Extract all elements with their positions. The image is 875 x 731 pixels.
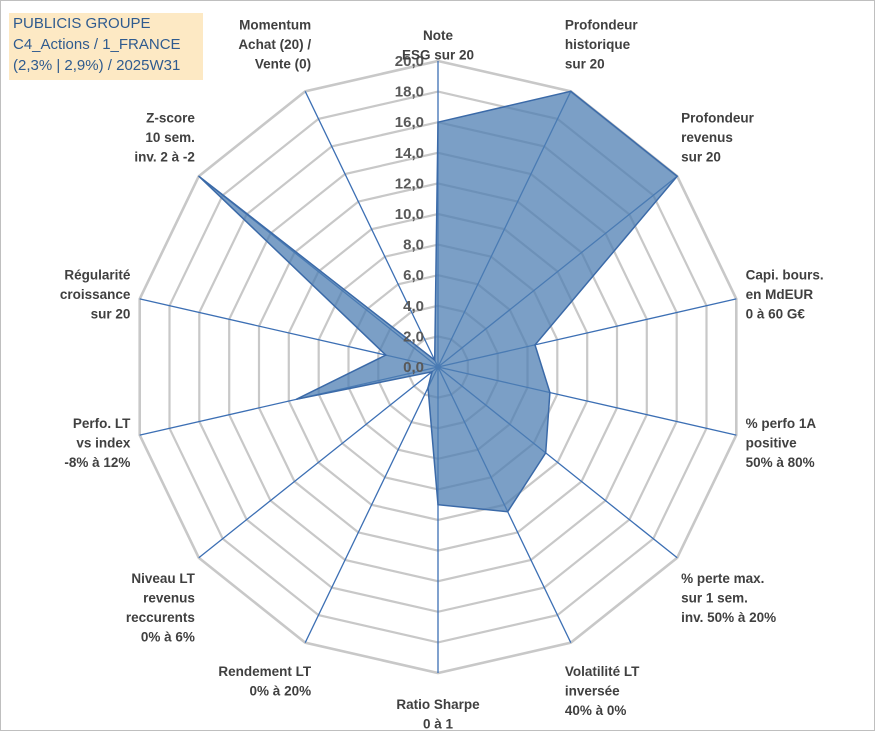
- axis-label-line: Niveau LT: [131, 571, 195, 586]
- axis-label-line: inversée: [565, 683, 620, 698]
- axis-label-line: 40% à 0%: [565, 703, 627, 718]
- tick-label: 0,0: [403, 359, 424, 376]
- axis-label: Momentum Achat (20) / Vente (0): [238, 18, 311, 72]
- axis-label-line: 50% à 80%: [746, 455, 815, 470]
- title-period: (2,3% | 2,9%) / 2025W31: [13, 57, 181, 74]
- data-point: [431, 371, 433, 373]
- axis-label-line: -8% à 12%: [64, 455, 130, 470]
- axis-label-line: vs index: [76, 436, 131, 451]
- axis-label-line: croissance: [60, 287, 131, 302]
- axis-label-line: 0 à 1: [423, 717, 454, 731]
- title-company: PUBLICIS GROUPE: [13, 15, 151, 32]
- data-point: [534, 344, 536, 346]
- axis-label-line: Capi. bours.: [746, 267, 824, 282]
- axis-label-line: Momentum: [239, 18, 311, 33]
- data-point: [507, 511, 509, 513]
- tick-label: 10,0: [395, 206, 424, 223]
- axis-label-line: revenus: [681, 130, 733, 145]
- axis-label-line: Achat (20) /: [238, 37, 311, 52]
- tick-label: 18,0: [395, 84, 424, 101]
- axis-label: Perfo. LT vs index -8% à 12%: [64, 416, 131, 470]
- axis-label-line: Z-score: [146, 110, 195, 125]
- radar-series: [198, 90, 679, 513]
- axis-label: Profondeur historique sur 20: [565, 18, 638, 72]
- data-point: [385, 354, 387, 356]
- axis-spoke: [198, 366, 439, 559]
- tick-label: 16,0: [395, 114, 424, 131]
- data-point: [427, 387, 429, 389]
- axis-label-line: inv. 2 à -2: [134, 149, 195, 164]
- axis-label-line: revenus: [143, 591, 195, 606]
- axis-label-line: inv. 50% à 20%: [681, 610, 776, 625]
- data-point: [570, 90, 572, 92]
- axis-label-line: 0% à 20%: [250, 683, 312, 698]
- radar-axis-labels: Note ESG sur 20 Profondeur historique sur 20…: [60, 18, 824, 731]
- axis-label-line: Note: [423, 28, 453, 43]
- axis-spoke: [304, 91, 439, 368]
- axis-label-line: historique: [565, 37, 631, 52]
- axis-label: Z-score 10 sem. inv. 2 à -2: [134, 110, 195, 164]
- data-point: [437, 504, 439, 506]
- axis-spoke: [304, 366, 439, 643]
- axis-label-line: sur 20: [91, 306, 131, 321]
- axis-label: Volatilité LT inversée 40% à 0%: [565, 664, 640, 718]
- axis-label-line: Vente (0): [255, 57, 311, 72]
- axis-label: Capi. bours. en MdEUR 0 à 60 G€: [746, 267, 824, 321]
- data-point: [295, 398, 297, 400]
- axis-label-line: ESG sur 20: [402, 48, 474, 63]
- tick-label: 8,0: [403, 237, 424, 254]
- data-point: [434, 359, 436, 361]
- axis-label-line: en MdEUR: [746, 287, 814, 302]
- axis-label: Ratio Sharpe 0 à 1: [396, 697, 480, 731]
- axis-label: % perte max. sur 1 sem. inv. 50% à 20%: [681, 571, 776, 625]
- title-box: PUBLICIS GROUPE C4_Actions / 1_FRANCE (2…: [9, 13, 203, 80]
- tick-label: 12,0: [395, 175, 424, 192]
- radar-tick-labels: 0,0 2,0 4,0 6,0 8,0 10,0 12,0 14,0 16,0 18,0 20,0: [395, 53, 424, 376]
- axis-label-line: 10 sem.: [145, 130, 195, 145]
- axis-label: Rendement LT 0% à 20%: [218, 664, 312, 699]
- data-point: [545, 452, 547, 454]
- tick-label: 4,0: [403, 298, 424, 315]
- axis-label-line: Profondeur: [565, 18, 638, 33]
- axis-label-line: % perfo 1A: [746, 416, 817, 431]
- axis-label-line: sur 1 sem.: [681, 591, 748, 606]
- axis-label-line: 0% à 6%: [141, 630, 195, 645]
- tick-label: 6,0: [403, 267, 424, 284]
- title-category: C4_Actions / 1_FRANCE: [13, 36, 181, 53]
- axis-label-line: Profondeur: [681, 110, 754, 125]
- axis-label: Note ESG sur 20: [402, 28, 474, 63]
- axis-label-line: positive: [746, 436, 798, 451]
- data-point: [676, 175, 678, 177]
- axis-label: Niveau LT revenus reccurents 0% à 6%: [126, 571, 196, 645]
- axis-label: Profondeur revenus sur 20: [681, 110, 754, 164]
- axis-label-line: 0 à 60 G€: [746, 306, 806, 321]
- axis-label-line: Perfo. LT: [73, 416, 131, 431]
- axis-label-line: Rendement LT: [218, 664, 312, 679]
- axis-label: % perfo 1A positive 50% à 80%: [746, 416, 817, 470]
- axis-label-line: Volatilité LT: [565, 664, 640, 679]
- tick-label: 14,0: [395, 145, 424, 162]
- axis-label-line: sur 20: [681, 149, 721, 164]
- axis-label-line: % perte max.: [681, 571, 764, 586]
- data-point: [198, 175, 200, 177]
- axis-label-line: Ratio Sharpe: [396, 697, 480, 712]
- axis-label-line: reccurents: [126, 610, 195, 625]
- tick-label: 2,0: [403, 328, 424, 345]
- tick-label: 20,0: [395, 53, 424, 70]
- axis-label-line: Régularité: [64, 267, 131, 282]
- data-point: [549, 391, 551, 394]
- data-point: [437, 121, 439, 123]
- axis-label: Régularité croissance sur 20: [60, 267, 131, 321]
- axis-label-line: sur 20: [565, 57, 605, 72]
